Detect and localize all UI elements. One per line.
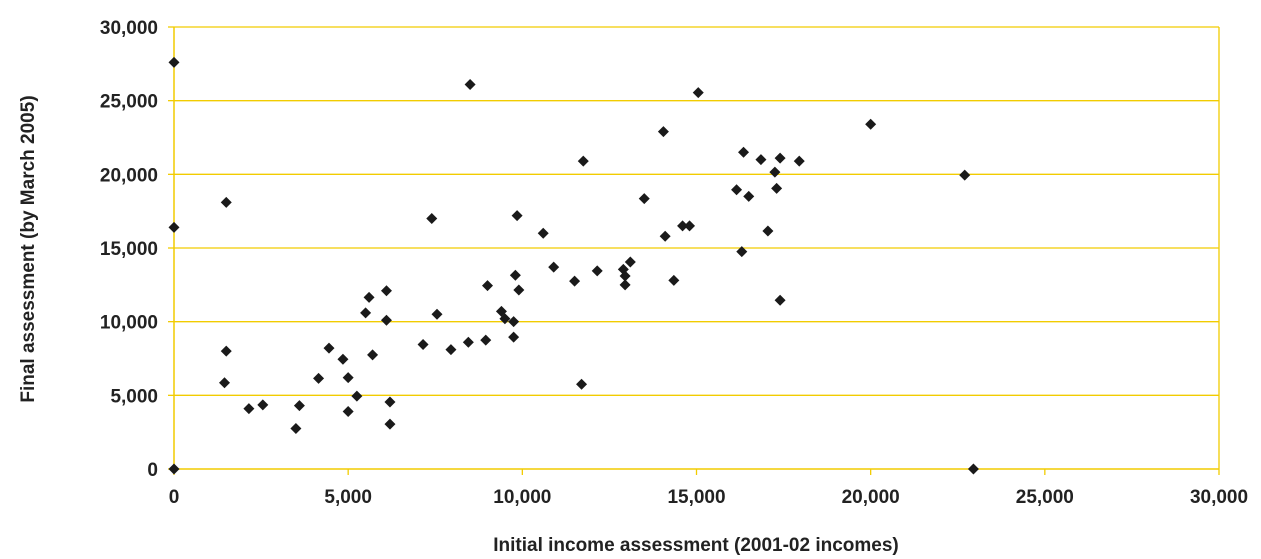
data-point-49 (657, 126, 669, 138)
data-point-59 (755, 154, 767, 166)
data-point-63 (774, 294, 786, 306)
data-point-51 (668, 274, 680, 286)
data-point-3 (220, 196, 232, 208)
x-tick-label-5: 25,000 (1016, 487, 1074, 508)
data-point-32 (499, 313, 511, 325)
y-tick-label-0: 0 (147, 460, 158, 481)
data-point-45 (619, 270, 631, 282)
data-point-15 (351, 390, 363, 402)
data-point-6 (243, 403, 255, 415)
data-point-14 (342, 406, 354, 418)
data-point-64 (774, 152, 786, 164)
data-point-27 (462, 336, 474, 348)
data-point-46 (619, 279, 631, 291)
y-tick-label-3: 15,000 (100, 239, 158, 260)
data-point-65 (793, 155, 805, 167)
data-point-57 (738, 146, 750, 158)
data-point-20 (380, 314, 392, 326)
y-tick-label-2: 10,000 (100, 313, 158, 334)
x-tick-label-4: 20,000 (842, 487, 900, 508)
data-point-10 (313, 372, 325, 384)
data-points (168, 56, 979, 475)
data-point-21 (384, 396, 396, 408)
data-point-47 (624, 256, 636, 268)
data-point-8 (290, 422, 302, 434)
data-point-33 (508, 316, 520, 328)
axes (168, 26, 1220, 475)
data-point-5 (219, 377, 231, 389)
data-point-54 (692, 87, 704, 99)
data-point-29 (480, 334, 492, 346)
x-axis-title: Initial income assessment (2001-02 incom… (493, 535, 899, 556)
x-tick-label-2: 10,000 (493, 487, 551, 508)
data-point-11 (323, 342, 335, 354)
y-tick-label-1: 5,000 (110, 386, 158, 407)
data-point-2 (168, 463, 180, 475)
data-point-9 (293, 400, 305, 412)
data-point-22 (384, 418, 396, 430)
data-point-60 (762, 225, 774, 237)
data-point-58 (743, 190, 755, 202)
data-point-61 (769, 166, 781, 178)
data-point-4 (220, 345, 232, 357)
data-point-62 (771, 182, 783, 194)
data-point-36 (511, 210, 523, 222)
data-point-68 (967, 463, 979, 475)
data-point-50 (659, 230, 671, 242)
data-point-66 (865, 118, 877, 130)
data-point-39 (548, 261, 560, 273)
data-point-42 (577, 155, 589, 167)
data-point-19 (380, 285, 392, 297)
data-point-53 (684, 220, 696, 232)
data-point-17 (363, 291, 375, 303)
data-point-28 (464, 78, 476, 90)
data-point-7 (257, 399, 269, 411)
data-point-41 (576, 378, 588, 390)
data-point-18 (367, 349, 379, 361)
data-point-26 (445, 344, 457, 356)
data-point-37 (513, 284, 525, 296)
y-tick-labels: 0 5,000 10,000 15,000 20,000 25,000 30,000 (100, 18, 158, 481)
data-point-16 (360, 307, 372, 319)
data-point-43 (591, 265, 603, 277)
data-point-56 (736, 246, 748, 258)
x-tick-label-3: 15,000 (667, 487, 725, 508)
data-point-23 (417, 339, 429, 351)
data-point-55 (731, 184, 743, 196)
y-tick-label-5: 25,000 (100, 92, 158, 113)
data-point-0 (168, 56, 180, 68)
data-point-52 (677, 220, 689, 232)
data-point-48 (638, 193, 650, 205)
gridlines (174, 26, 1219, 396)
x-tick-label-6: 30,000 (1190, 487, 1248, 508)
data-point-25 (431, 308, 443, 320)
x-tick-label-0: 0 (169, 487, 180, 508)
data-point-35 (509, 269, 521, 281)
data-point-34 (508, 331, 520, 343)
data-point-1 (168, 221, 180, 233)
y-axis-title: Final assessment (by March 2005) (18, 95, 39, 402)
data-point-13 (342, 372, 354, 384)
x-tick-label-1: 5,000 (324, 487, 372, 508)
data-point-38 (537, 227, 549, 239)
data-point-30 (482, 280, 493, 292)
y-tick-label-4: 20,000 (100, 165, 158, 186)
data-point-67 (959, 169, 971, 181)
data-point-12 (337, 353, 349, 365)
data-point-24 (426, 213, 438, 225)
y-tick-label-6: 30,000 (100, 18, 158, 39)
data-point-40 (569, 275, 581, 287)
x-tick-labels: 0 5,000 10,000 15,000 20,000 25,000 30,000 (169, 487, 1248, 508)
